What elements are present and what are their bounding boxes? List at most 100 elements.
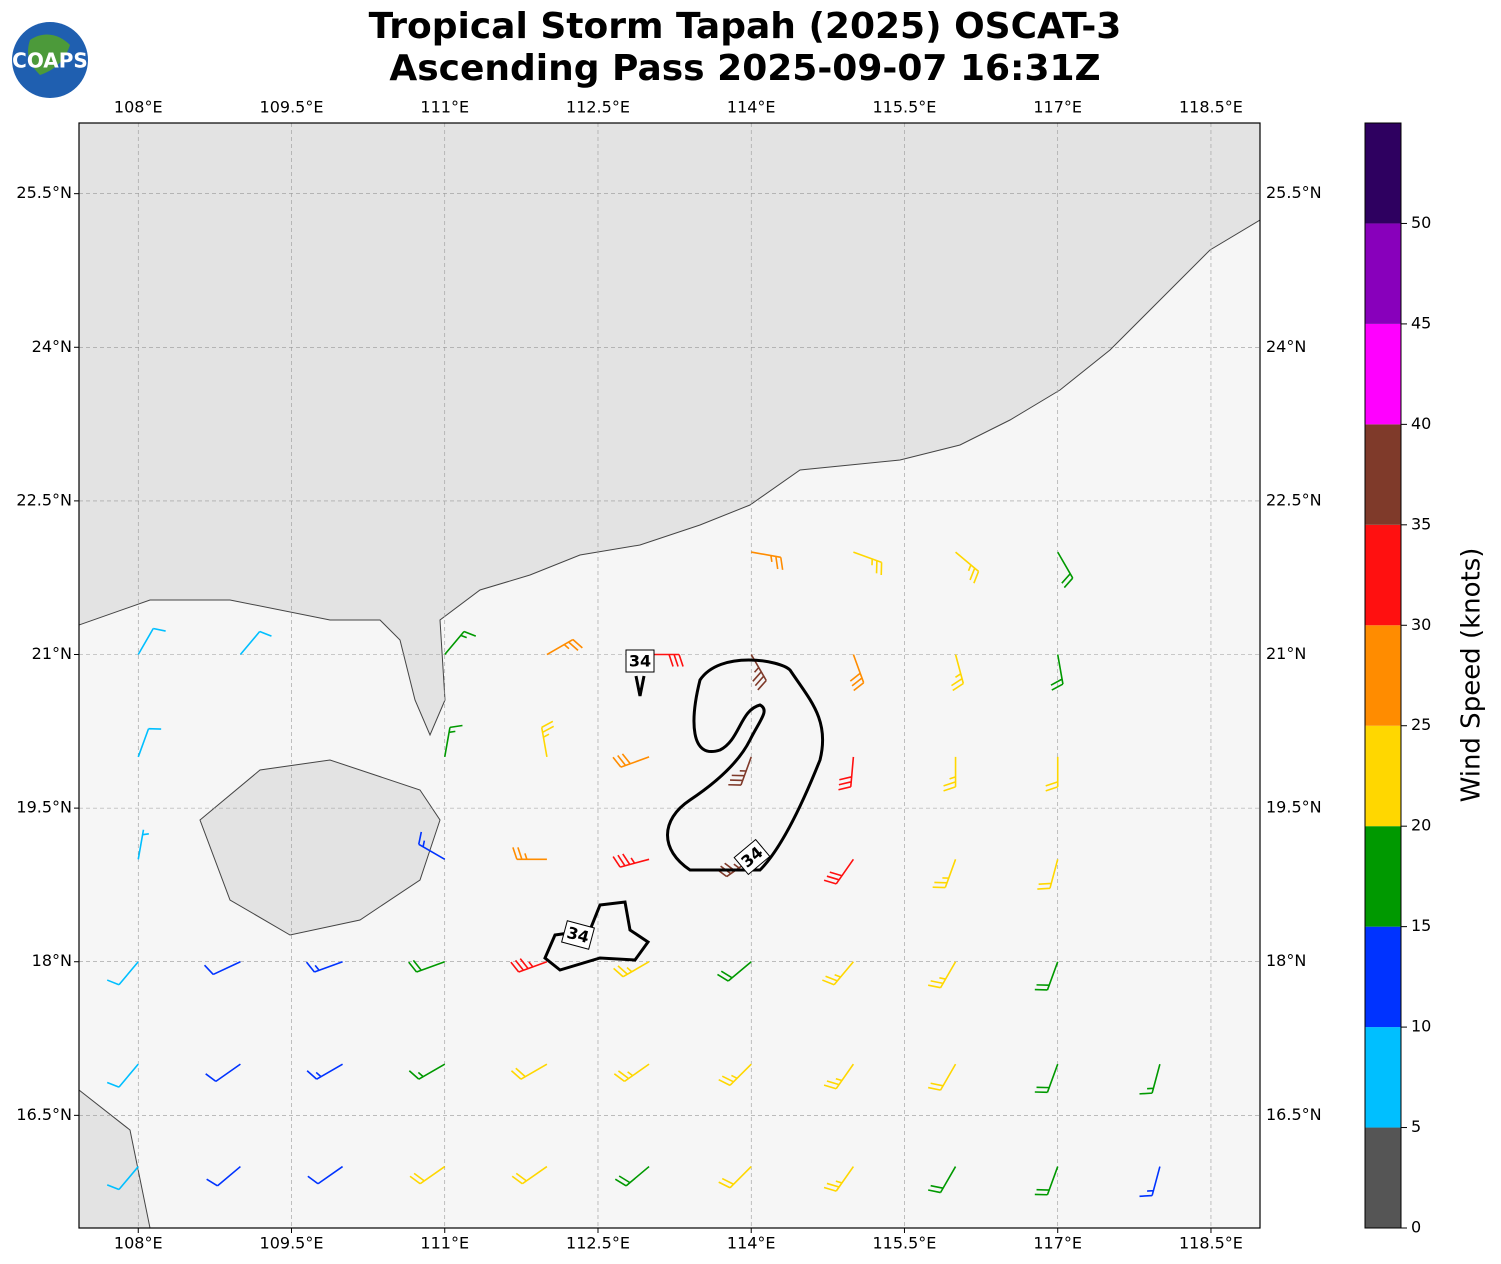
y-tick-label: 25.5°N — [16, 183, 72, 202]
x-tick-label: 109.5°E — [260, 1234, 324, 1253]
wind-barb — [443, 724, 463, 758]
wind-barb — [203, 961, 241, 976]
wind-barb — [955, 551, 980, 584]
land-vietnam — [79, 1089, 151, 1228]
contour-label-box — [625, 649, 655, 673]
wind-barb — [106, 1166, 139, 1191]
x-tick-label-top: 118.5°E — [1179, 98, 1243, 117]
wind-barb — [928, 1166, 957, 1194]
y-tick-label-right: 18°N — [1266, 951, 1306, 970]
wind-barb — [409, 1165, 446, 1185]
wind-barb — [649, 653, 684, 667]
contour-label-box — [561, 920, 595, 950]
wind-barb — [849, 654, 865, 692]
y-tick-label-right: 21°N — [1266, 644, 1306, 663]
wind-barb — [1045, 756, 1059, 792]
colorbar-tick-label: 20 — [1411, 816, 1431, 835]
contour-34 — [666, 658, 825, 872]
x-tick-label: 112.5°E — [566, 1234, 630, 1253]
wind-barb — [613, 961, 650, 978]
colorbar-tick-label: 15 — [1411, 916, 1431, 935]
colorbar-tick-label: 40 — [1411, 414, 1431, 433]
contour-label-box — [733, 838, 771, 876]
x-tick-label: 115.5°E — [873, 1234, 937, 1253]
y-tick-label-right: 22.5°N — [1266, 490, 1322, 509]
colorbar-bin — [1365, 223, 1401, 324]
wind-barb — [205, 1063, 241, 1083]
wind-barb — [718, 1063, 752, 1087]
wind-barb — [1050, 654, 1064, 691]
y-tick-label-right: 25.5°N — [1266, 183, 1322, 202]
wind-barb — [137, 727, 162, 758]
x-tick-label: 117°E — [1033, 1234, 1082, 1253]
wind-barb — [943, 756, 957, 792]
y-tick-label-right: 19.5°N — [1266, 798, 1322, 817]
x-tick-label-top: 115.5°E — [873, 98, 937, 117]
grid — [79, 123, 1260, 1228]
wind-barb — [305, 960, 343, 973]
y-tick-label-right: 16.5°N — [1266, 1105, 1322, 1124]
title-line: Ascending Pass 2025-09-07 16:31Z — [389, 48, 1100, 89]
colorbar-tick-label: 0 — [1411, 1218, 1421, 1237]
colorbar-bin — [1365, 926, 1401, 1028]
wind-barb — [614, 1165, 650, 1187]
wind-barb — [823, 1166, 855, 1192]
wind-barb — [823, 1063, 855, 1090]
colorbar-bin — [1365, 1127, 1401, 1228]
colorbar-tick-label: 50 — [1411, 213, 1431, 232]
colorbar-label: Wind Speed (knots) — [1457, 548, 1487, 803]
x-tick-label: 108°E — [114, 1234, 163, 1253]
wind-barb — [728, 756, 752, 786]
y-tick-label: 22.5°N — [16, 490, 72, 509]
wind-barb — [1139, 1166, 1161, 1198]
y-tick-label: 16.5°N — [16, 1105, 72, 1124]
colorbar-tick-label: 10 — [1411, 1017, 1431, 1036]
wind-barb — [822, 961, 855, 986]
wind-barb — [444, 630, 477, 656]
x-tick-label-top: 109.5°E — [260, 98, 324, 117]
wind-barb — [546, 638, 583, 656]
logo-land — [28, 34, 70, 75]
wind-barb — [928, 1063, 957, 1091]
wind-barb — [137, 627, 166, 655]
x-tick-label: 111°E — [420, 1234, 469, 1253]
wind-barb — [408, 1063, 446, 1080]
colorbar-tick-label: 45 — [1411, 313, 1431, 332]
wind-barb — [206, 1165, 241, 1187]
wind-barb — [932, 859, 957, 889]
colorbar-bin — [1365, 725, 1401, 827]
y-tick-label: 21°N — [32, 644, 72, 663]
wind-barb — [510, 1063, 548, 1080]
wind-barb — [751, 551, 784, 570]
logo-text: COAPS — [12, 49, 88, 73]
wind-barb — [1034, 1063, 1059, 1094]
wind-barb — [1037, 859, 1059, 890]
wind-barb — [1034, 961, 1059, 991]
x-tick-label-top: 112.5°E — [566, 98, 630, 117]
colorbar-bin — [1365, 323, 1401, 425]
colorbar-tick-label: 30 — [1411, 615, 1431, 634]
wind-barb — [823, 858, 855, 885]
plot-frame — [78, 122, 1261, 1229]
wind-barb — [612, 753, 650, 768]
wind-barb — [1057, 551, 1074, 589]
wind-barb — [540, 720, 555, 758]
wind-barb — [1034, 1166, 1059, 1196]
contour-34 — [634, 675, 646, 697]
colorbar-bin — [1365, 524, 1401, 626]
wind-barb — [512, 847, 547, 861]
wind-barb — [717, 961, 752, 982]
x-tick-label-top: 111°E — [420, 98, 469, 117]
title-line: Tropical Storm Tapah (2025) OSCAT-3 — [369, 6, 1122, 47]
x-tick-label: 118.5°E — [1179, 1234, 1243, 1253]
wind-barb — [612, 853, 650, 868]
wind-barb — [510, 958, 548, 973]
wind-barb — [718, 1165, 752, 1189]
colorbar-bin — [1365, 1027, 1401, 1128]
wind-barb — [106, 1063, 139, 1088]
wind-barb — [137, 829, 149, 860]
wind-barb — [750, 654, 767, 691]
wind-barb — [306, 1063, 343, 1080]
wind-barb — [951, 654, 965, 692]
